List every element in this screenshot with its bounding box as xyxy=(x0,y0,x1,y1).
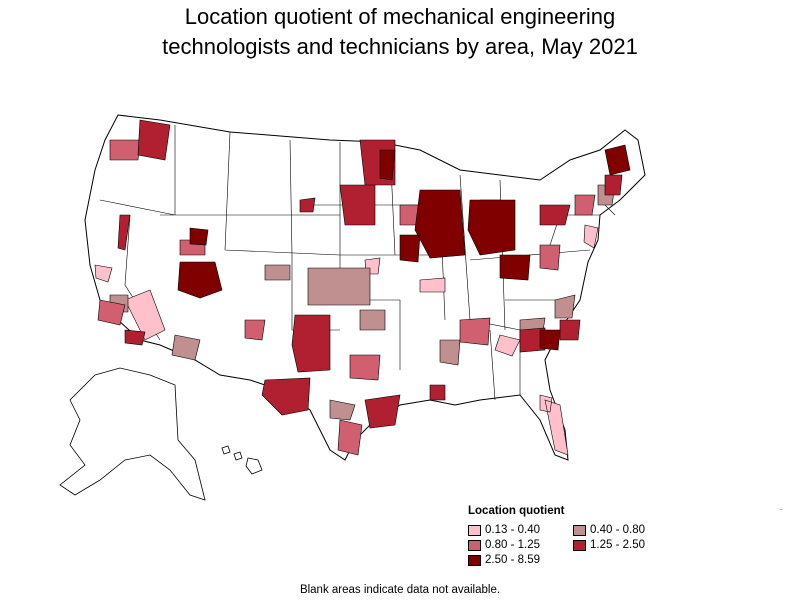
legend-title: Location quotient xyxy=(468,505,565,517)
alaska-outline xyxy=(59,367,206,501)
area-class-5 xyxy=(177,144,631,351)
legend-item-class-5: 2.50 - 8.59 xyxy=(468,554,573,566)
legend-item-class-3: 0.80 - 1.25 xyxy=(468,539,573,551)
us-choropleth-map xyxy=(59,114,783,510)
legend-label: 0.13 - 0.40 xyxy=(485,524,540,536)
legend-swatch xyxy=(468,539,481,551)
hawaii-islands xyxy=(221,445,263,475)
legend-swatch xyxy=(573,539,586,551)
legend-item-class-1: 0.13 - 0.40 xyxy=(468,524,573,536)
map-title: Location quotient of mechanical engineer… xyxy=(0,2,800,62)
area-class-4 xyxy=(117,119,623,429)
area-fill xyxy=(177,144,631,351)
title-line-1: Location quotient of mechanical engineer… xyxy=(184,4,616,29)
legend-label: 0.40 - 0.80 xyxy=(590,524,645,536)
legend-item-class-2: 0.40 - 0.80 xyxy=(573,524,678,536)
footnote: Blank areas indicate data not available. xyxy=(299,584,501,596)
area-fill xyxy=(117,119,623,429)
map-legend: Location quotient 0.13 - 0.40 0.40 - 0.8… xyxy=(468,505,688,566)
legend-label: 2.50 - 8.59 xyxy=(485,554,540,566)
hawaii xyxy=(221,445,263,475)
title-line-2: technologists and technicians by area, M… xyxy=(162,34,638,59)
legend-swatch xyxy=(573,524,586,536)
legend-item-class-4: 1.25 - 2.50 xyxy=(573,539,678,551)
area-class-1 xyxy=(94,224,599,456)
legend-label: 0.80 - 1.25 xyxy=(485,539,540,551)
legend-swatch xyxy=(468,554,481,566)
area-fill xyxy=(94,224,599,456)
legend-swatch xyxy=(468,524,481,536)
alaska xyxy=(59,367,206,501)
legend-label: 1.25 - 2.50 xyxy=(590,539,645,551)
